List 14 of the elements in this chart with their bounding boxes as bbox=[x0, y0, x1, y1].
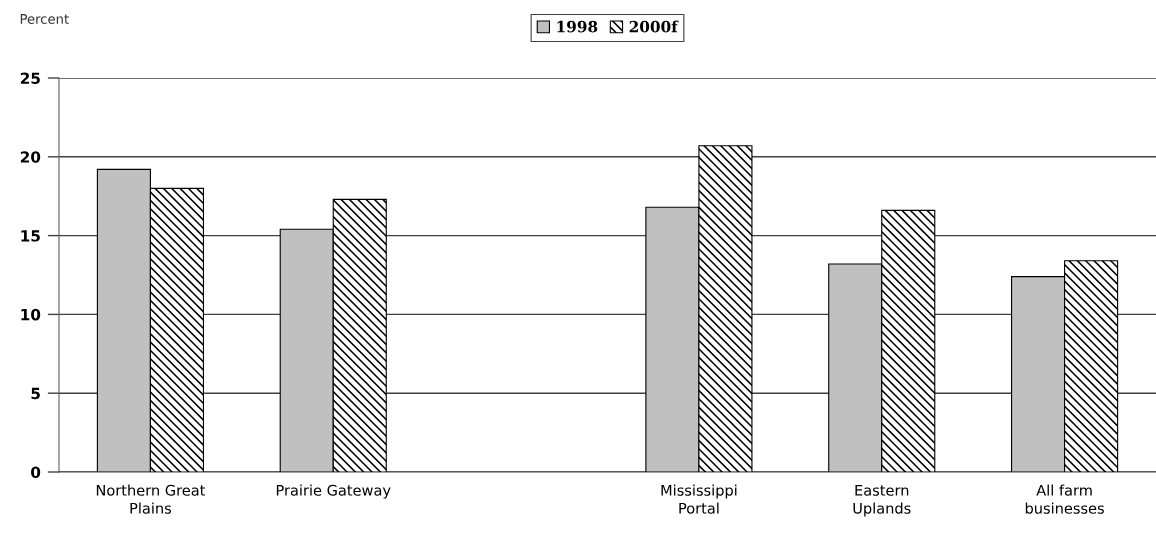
y-tick-label: 5 bbox=[31, 387, 40, 400]
y-tick-label: 0 bbox=[31, 466, 41, 479]
y-tick-label: 15 bbox=[21, 230, 40, 242]
legend-label: 2000f bbox=[629, 20, 679, 33]
x-tick-label: Prairie Gateway bbox=[276, 484, 391, 499]
y-axis-title: Percent bbox=[20, 14, 69, 24]
y-tick-label: 25 bbox=[20, 72, 40, 85]
x-tick-label: All farm businesses bbox=[1025, 484, 1104, 514]
x-tick-label: Northern Great Plains bbox=[96, 484, 206, 514]
y-tick-label: 10 bbox=[21, 308, 41, 321]
x-tick-label: Eastern Uplands bbox=[853, 484, 911, 517]
y-tick-label: 20 bbox=[20, 151, 41, 163]
legend-label: 1998 bbox=[557, 20, 598, 33]
x-tick-label: Mississippi Portal bbox=[661, 484, 737, 514]
